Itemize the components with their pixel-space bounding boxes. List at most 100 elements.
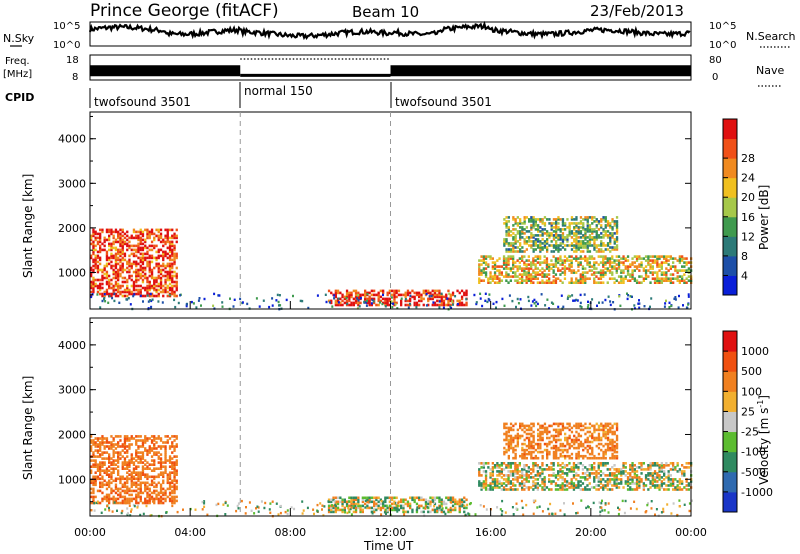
scatter-cell xyxy=(487,279,490,282)
scatter-cell xyxy=(164,228,167,232)
scatter-cell xyxy=(561,240,565,243)
scatter-cell xyxy=(402,293,405,297)
scatter-cell xyxy=(613,444,616,448)
scatter-cell xyxy=(377,291,380,295)
scatter-cell xyxy=(541,488,544,491)
scatter-cell xyxy=(166,479,169,483)
scatter-cell xyxy=(108,286,111,290)
scatter-cell xyxy=(101,443,104,446)
scatter-cell xyxy=(166,441,169,444)
scatter-cell xyxy=(121,467,124,470)
scatter-cell xyxy=(148,463,151,466)
scatter-cell xyxy=(518,265,521,268)
scatter-cell xyxy=(570,248,574,251)
scatter-cell xyxy=(164,286,167,290)
scatter-cell xyxy=(606,261,609,264)
scatter-cell xyxy=(354,506,358,510)
scatter-cell xyxy=(503,240,506,243)
scatter-cell xyxy=(559,248,562,251)
scatter-cell xyxy=(593,240,596,243)
scatter-cell xyxy=(615,484,618,487)
scatter-cell xyxy=(683,472,686,475)
scatter-cell xyxy=(566,240,569,243)
scatter-cell xyxy=(523,478,526,481)
scatter-cell xyxy=(516,432,519,436)
freq-tick-bottom: 8 xyxy=(72,72,78,83)
scatter-cell xyxy=(638,299,640,302)
scatter-cell xyxy=(420,496,423,500)
scatter-cell xyxy=(119,495,122,499)
scatter-cell xyxy=(336,506,340,510)
scatter-cell xyxy=(350,291,353,295)
scatter-cell xyxy=(676,464,679,467)
scatter-cell xyxy=(530,422,533,426)
scatter-cell xyxy=(489,486,492,489)
scatter-cell xyxy=(579,480,582,483)
scatter-cell xyxy=(496,482,499,485)
scatter-cell xyxy=(595,438,598,442)
scatter-cell xyxy=(543,422,547,426)
scatter-cell xyxy=(166,238,169,242)
scatter-cell xyxy=(108,479,111,483)
scatter-cell xyxy=(564,436,567,440)
scatter-cell xyxy=(681,472,684,475)
scatter-cell xyxy=(94,262,97,266)
scatter-cell xyxy=(429,291,432,295)
scatter-cell xyxy=(101,461,104,464)
y-tick-label: 1000 xyxy=(58,266,86,279)
scatter-cell xyxy=(130,477,133,481)
scatter-cell xyxy=(441,507,444,510)
scatter-cell xyxy=(631,263,634,266)
scatter-cell xyxy=(653,484,657,487)
scatter-cell xyxy=(640,263,643,266)
scatter-cell xyxy=(557,432,560,436)
scatter-cell xyxy=(302,509,305,512)
scatter-cell xyxy=(604,248,607,251)
scatter-cell xyxy=(604,232,607,235)
scatter-cell xyxy=(126,465,129,468)
scatter-cell xyxy=(130,435,133,438)
scatter-cell xyxy=(611,218,614,221)
scatter-cell xyxy=(137,445,140,448)
scatter-cell xyxy=(128,437,131,440)
scatter-cell xyxy=(427,502,430,506)
scatter-cell xyxy=(658,474,661,477)
scatter-cell xyxy=(629,295,632,298)
scatter-cell xyxy=(121,246,124,250)
scatter-cell xyxy=(103,483,106,487)
scatter-cell xyxy=(611,456,614,460)
scatter-cell xyxy=(521,255,524,258)
scatter-cell xyxy=(139,248,142,252)
scatter-cell xyxy=(570,484,573,487)
scatter-cell xyxy=(604,503,607,506)
scatter-cell xyxy=(505,422,508,426)
scatter-cell xyxy=(552,480,555,483)
scatter-cell xyxy=(559,476,562,479)
scatter-cell xyxy=(523,450,526,454)
scatter-cell xyxy=(478,273,481,276)
scatter-cell xyxy=(507,261,510,264)
scatter-cell xyxy=(141,266,145,270)
scatter-cell xyxy=(548,424,551,428)
scatter-cell xyxy=(114,256,118,260)
scatter-cell xyxy=(105,457,109,460)
scatter-cell xyxy=(482,279,485,282)
scatter-cell xyxy=(591,216,594,219)
scatter-cell xyxy=(119,284,122,288)
scatter-cell xyxy=(597,255,600,258)
power-colorbar-swatch xyxy=(723,119,737,140)
scatter-cell xyxy=(587,505,589,508)
scatter-cell xyxy=(518,476,521,479)
scatter-cell xyxy=(593,273,596,276)
scatter-cell xyxy=(516,436,519,440)
scatter-cell xyxy=(130,453,133,456)
scatter-cell xyxy=(638,478,641,481)
scatter-cell xyxy=(512,440,515,444)
scatter-cell xyxy=(615,216,619,219)
scatter-cell xyxy=(676,513,679,517)
power-colorbar-tick-label: 16 xyxy=(741,211,755,224)
scatter-cell xyxy=(579,454,583,458)
scatter-cell xyxy=(348,303,351,307)
scatter-cell xyxy=(384,303,387,307)
scatter-cell xyxy=(599,478,603,481)
